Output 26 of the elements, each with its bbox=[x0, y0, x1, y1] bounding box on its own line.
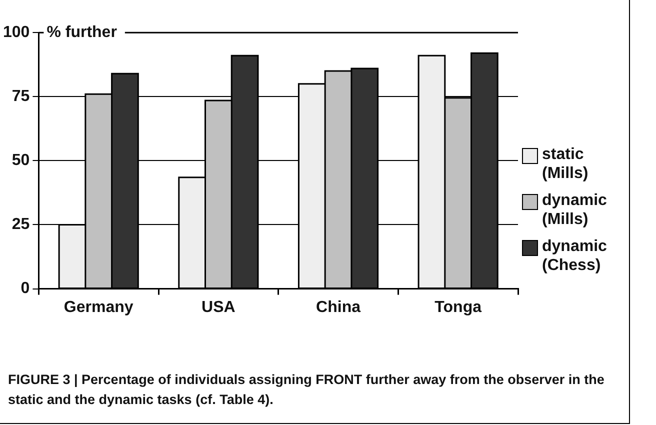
bar bbox=[470, 52, 498, 290]
y-axis-title: % further bbox=[46, 24, 117, 42]
bar bbox=[324, 70, 352, 290]
bar bbox=[350, 68, 379, 290]
legend-label: static (Mills) bbox=[542, 145, 590, 183]
bar bbox=[84, 93, 113, 290]
y-tick-label: 25 bbox=[12, 216, 30, 234]
legend-label: dynamic (Chess) bbox=[542, 237, 608, 275]
y-tick-label: 0 bbox=[20, 280, 30, 298]
bar bbox=[418, 54, 446, 290]
caption: FIGURE 3 | Percentage of individuals assigning FRONT further away from the observer in the static and the dynamic tasks (cf. Table 4). bbox=[8, 371, 606, 409]
x-tick-label: China bbox=[316, 298, 361, 316]
y-tick-label: 50 bbox=[12, 152, 30, 170]
x-tick-label: USA bbox=[202, 298, 236, 316]
x-tick-label: Germany bbox=[64, 298, 134, 316]
legend-label: dynamic (Mills) bbox=[542, 191, 608, 229]
x-tick-label: Tonga bbox=[434, 298, 482, 316]
bar bbox=[298, 83, 326, 290]
y-tick-label: 75 bbox=[12, 88, 30, 106]
bar bbox=[111, 72, 139, 290]
bar bbox=[58, 224, 86, 290]
bar bbox=[230, 54, 259, 290]
bar bbox=[178, 176, 206, 290]
y-tick-label: 100 bbox=[2, 24, 30, 42]
bar bbox=[204, 100, 232, 290]
bar bbox=[444, 97, 472, 290]
